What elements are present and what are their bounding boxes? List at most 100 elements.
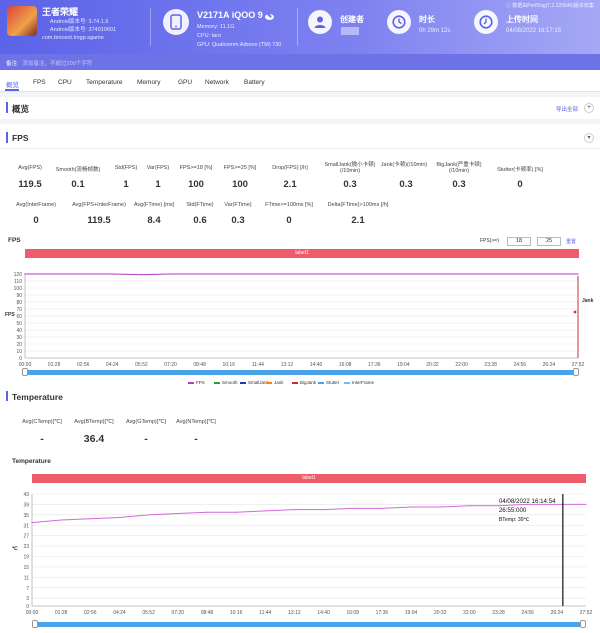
x-tick-label: 23:28 xyxy=(492,610,505,616)
metric-header: Drop(FPS) [/h] xyxy=(272,165,308,171)
legend-swatch xyxy=(266,381,272,384)
data-point xyxy=(264,510,266,512)
y-tick-label: 40 xyxy=(16,328,22,334)
temp-summary-header: Avg(BTemp)[℃] xyxy=(74,419,114,425)
slider-handle-right[interactable] xyxy=(573,368,579,376)
x-tick-label: 14:40 xyxy=(310,362,323,368)
temp-summary-value: - xyxy=(40,433,44,445)
collapse-button[interactable]: ▾ xyxy=(584,133,594,143)
fps-threshold-input-2[interactable]: 25 xyxy=(537,237,561,246)
overview-panel: 概览 导出全部 + xyxy=(0,97,600,119)
tab-cpu[interactable]: CPU xyxy=(58,79,72,86)
legend-item-interframe[interactable]: InterFrame xyxy=(344,380,374,385)
x-tick-label: 17:36 xyxy=(376,610,389,616)
export-all-link[interactable]: 导出全部 xyxy=(556,107,579,113)
data-point xyxy=(315,273,317,275)
x-tick-label: 04:24 xyxy=(106,362,119,368)
temperature-range-slider[interactable] xyxy=(35,622,586,627)
y-tick-label: 39 xyxy=(23,502,29,508)
metric-header: FPS>=25 [%] xyxy=(223,165,257,171)
metric-value: 2.1 xyxy=(283,179,297,190)
temperature-panel: Temperature xyxy=(0,391,600,633)
device-memory: Memory: 11.1G xyxy=(197,24,235,30)
x-tick-label: 02:56 xyxy=(77,362,90,368)
metric-value: 0 xyxy=(286,215,292,226)
metric-value: 0.3 xyxy=(452,179,466,190)
legend-label: SmallJank xyxy=(248,380,269,385)
fps-title: FPS xyxy=(12,133,29,143)
legend-item-bigjank[interactable]: BigJank xyxy=(292,380,316,385)
metric-header: Var(FTime) xyxy=(224,202,252,208)
data-point xyxy=(322,509,325,511)
data-point xyxy=(31,522,33,524)
data-point xyxy=(548,273,550,275)
reset-button[interactable]: 重置 xyxy=(566,239,577,245)
legend-swatch xyxy=(214,381,220,384)
slider-handle-left[interactable] xyxy=(32,620,38,628)
legend-item-smooth[interactable]: Smooth xyxy=(214,380,238,385)
metric-header: Std(FPS) xyxy=(114,165,138,171)
y-tick-label: 31 xyxy=(23,523,29,529)
data-point xyxy=(286,273,288,275)
tab-gpu[interactable]: GPU xyxy=(178,79,193,86)
user-icon xyxy=(308,10,332,34)
data-source-note: ⓘ 数据由PerfDog(7.2.220640)版本收集 xyxy=(505,3,594,9)
tab-memory[interactable]: Memory xyxy=(137,79,161,86)
duration-label: 时长 xyxy=(419,15,435,24)
data-point xyxy=(24,273,26,275)
device-gpu: GPU: Qualcomm Adreno (TM) 730 xyxy=(197,42,282,48)
tab-temperature[interactable]: Temperature xyxy=(86,79,123,86)
tab-network[interactable]: Network xyxy=(205,79,229,86)
metric-value: 100 xyxy=(232,179,248,190)
creator-value xyxy=(341,27,359,35)
edit-icon[interactable]: ✎ xyxy=(265,14,275,20)
slider-handle-right[interactable] xyxy=(580,620,586,628)
data-point xyxy=(352,507,354,509)
device-title: V2171A iQOO 9 ✎ xyxy=(197,10,275,20)
note-bar[interactable]: 备注: 添加备注，不超过200个字符 xyxy=(0,54,600,70)
y-tick-label: 80 xyxy=(16,300,22,306)
legend-item-smalljank[interactable]: SmallJank xyxy=(240,380,269,385)
y-tick-label: 60 xyxy=(16,314,22,320)
x-tick-label: 24:56 xyxy=(521,610,534,616)
add-button[interactable]: + xyxy=(584,103,594,113)
metric-header: Std(FTime) xyxy=(186,202,214,208)
android-code: Android版本号: 374010601 xyxy=(50,27,117,33)
data-point xyxy=(527,503,529,506)
overview-title: 概览 xyxy=(12,104,30,114)
fps-range-slider[interactable] xyxy=(25,370,579,375)
data-point xyxy=(148,514,150,516)
x-tick-label: 02:56 xyxy=(84,610,97,616)
x-tick-label: 01:28 xyxy=(48,362,61,368)
x-tick-label: 27:52 xyxy=(572,362,585,368)
metric-header: Avg(FPS) xyxy=(18,165,42,171)
y-tick-label: 0 xyxy=(26,604,29,610)
fps-threshold-input-1[interactable]: 18 xyxy=(507,237,531,246)
data-point xyxy=(89,518,91,520)
data-point xyxy=(410,506,412,508)
tab-bar: 概览 FPS CPU Temperature Memory GPU Networ… xyxy=(0,70,600,92)
duration-value: 0h 29m 12s xyxy=(419,28,451,34)
x-tick-label: 23:28 xyxy=(484,362,497,368)
legend-item-fps[interactable]: FPS xyxy=(188,380,205,385)
series-line-btemp xyxy=(31,503,586,524)
app-name: 王者荣耀 xyxy=(42,7,79,17)
y-tick-label: 15 xyxy=(23,565,29,571)
package-name: com.tencent.tmgp.sgame xyxy=(42,35,104,41)
x-tick-label: 08:48 xyxy=(193,362,206,368)
header: 王者荣耀 Android版本号: 3.74.1.6 Android版本号: 37… xyxy=(0,0,600,54)
tab-battery[interactable]: Battery xyxy=(244,79,265,86)
note-input[interactable]: 添加备注，不超过200个字符 xyxy=(22,61,93,67)
x-tick-label: 19:04 xyxy=(397,362,410,368)
legend-item-jank[interactable]: Jank xyxy=(266,380,284,385)
tab-overview[interactable]: 概览 xyxy=(6,82,19,89)
legend-item-stutter[interactable]: Stutter xyxy=(318,380,339,385)
android-version: Android版本号: 3.74.1.6 xyxy=(50,19,109,25)
temp-summary-value: 36.4 xyxy=(83,433,105,445)
y-tick-label: 110 xyxy=(14,279,22,285)
data-point xyxy=(402,273,404,275)
tab-fps[interactable]: FPS xyxy=(33,79,46,86)
data-point xyxy=(293,509,296,511)
slider-handle-left[interactable] xyxy=(22,368,28,376)
metric-header: Var(FPS) xyxy=(146,165,170,171)
